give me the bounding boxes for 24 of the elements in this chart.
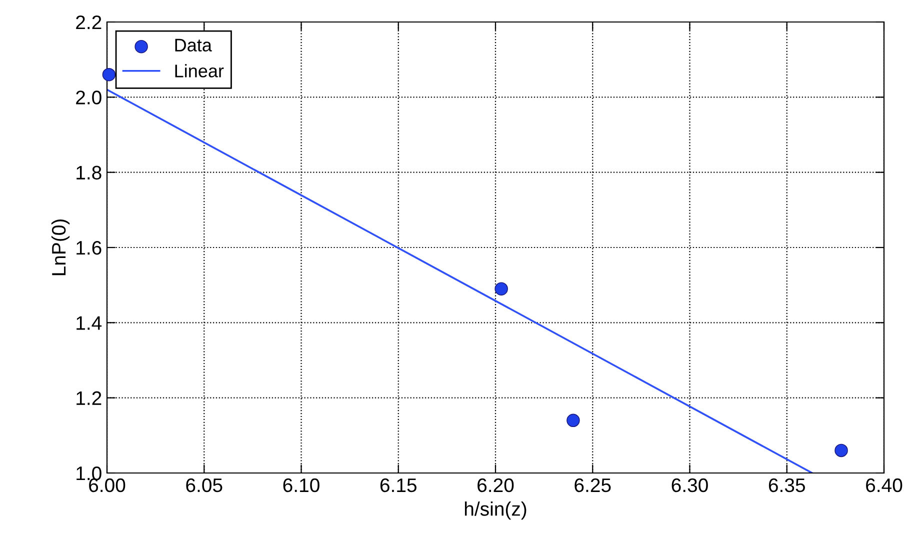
y-tick-label: 1.2 (76, 391, 102, 405)
y-tick-label: 1.0 (76, 466, 102, 480)
y-tick-label: 2.2 (76, 15, 102, 30)
x-tick-label: 6.00 (89, 478, 126, 492)
legend-label: Linear (175, 64, 224, 78)
y-tick-label: 1.6 (76, 240, 102, 255)
y-tick-label: 1.4 (76, 316, 102, 330)
point (494, 282, 508, 296)
point (566, 414, 580, 428)
x-tick-label: 6.20 (478, 478, 514, 492)
x-tick-label: 6.30 (672, 478, 708, 492)
x-tick-label: 6.15 (380, 478, 416, 492)
x-tick-label: 6.25 (574, 478, 611, 492)
x-tick-label: 6.10 (283, 478, 320, 492)
legend-label: Data (175, 38, 212, 52)
point (834, 444, 848, 458)
y-axis-title: LnP(0) (51, 220, 70, 276)
point (102, 68, 116, 82)
x-axis-title: h/sin(z) (464, 502, 526, 520)
y-tick-label: 2.0 (76, 90, 102, 104)
x-tick-label: 6.35 (768, 478, 805, 492)
x-tick-label: 6.40 (866, 478, 902, 492)
y-tick-label: 1.8 (76, 166, 102, 180)
x-tick-label: 6.05 (186, 478, 222, 492)
